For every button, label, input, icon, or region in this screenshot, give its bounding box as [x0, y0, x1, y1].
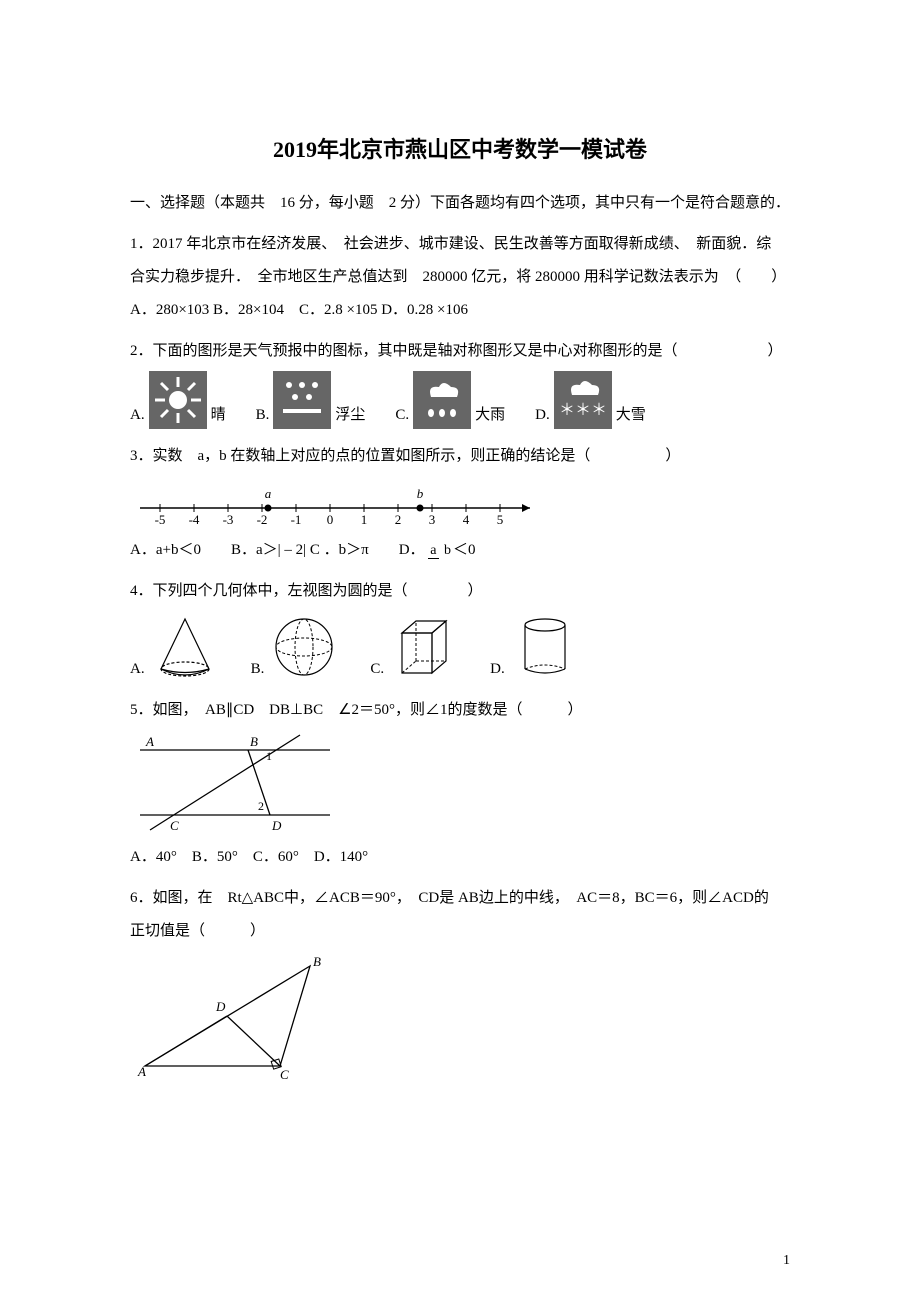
question-5: 5．如图， AB∥CD DB⊥BC ∠2＝50°，则∠1的度数是（ ） A B …	[130, 697, 790, 871]
svg-text:C: C	[170, 818, 179, 833]
q4-opt-b: B.	[251, 611, 341, 683]
snow-icon: ＊＊＊	[554, 371, 612, 429]
q2-b-label: 浮尘	[335, 402, 365, 429]
frac-den: b	[442, 543, 453, 558]
q4-b-prefix: B.	[251, 656, 265, 683]
q4-options-row: A. B. C.	[130, 611, 790, 683]
svg-text:1: 1	[361, 512, 368, 527]
q3-text: 3．实数 a，b 在数轴上对应的点的位置如图所示，则正确的结论是（ ）	[130, 443, 790, 470]
sun-icon	[149, 371, 207, 429]
svg-text:B: B	[250, 734, 258, 749]
q2-opt-b: B. 浮尘	[256, 371, 366, 429]
svg-text:D: D	[215, 999, 226, 1014]
svg-text:a: a	[265, 486, 272, 501]
q1-line1: 1．2017 年北京市在经济发展、 社会进步、城市建设、民生改善等方面取得新成绩…	[130, 231, 790, 258]
svg-text:2: 2	[258, 799, 264, 813]
fraction-ab: a b	[428, 538, 453, 563]
q2-b-prefix: B.	[256, 402, 270, 429]
q3-opts-text: A．a+b＜0 B．a＞| – 2| C ．b＞π D．	[130, 542, 425, 558]
q4-a-prefix: A.	[130, 656, 145, 683]
svg-text:D: D	[271, 818, 282, 833]
svg-text:b: b	[417, 486, 424, 501]
q1-options: A．280×103 B．28×104 C．2.8 ×105 D．0.28 ×10…	[130, 297, 790, 324]
q1-line2: 合实力稳步提升． 全市地区生产总值达到 280000 亿元，将 280000 用…	[130, 264, 790, 291]
cone-icon	[149, 611, 221, 683]
q6-line2: 正切值是（ ）	[130, 918, 790, 945]
svg-text:C: C	[280, 1067, 289, 1081]
number-line-diagram: -5 -4 -3 -2 -1 0 1 2 3 4 5 a b	[130, 476, 790, 531]
frac-num: a	[428, 543, 438, 559]
q4-opt-d: D.	[490, 611, 581, 683]
question-2: 2．下面的图形是天气预报中的图标，其中既是轴对称图形又是中心对称图形的是（ ） …	[130, 338, 790, 429]
question-4: 4．下列四个几何体中，左视图为圆的是（ ） A. B.	[130, 578, 790, 683]
q5-diagram: A B C D 1 2	[130, 730, 790, 840]
q2-c-label: 大雨	[475, 402, 505, 429]
question-3: 3．实数 a，b 在数轴上对应的点的位置如图所示，则正确的结论是（ ） -5 -…	[130, 443, 790, 564]
question-6: 6．如图，在 Rt△ABC中，∠ACB＝90°， CD是 AB边上的中线， AC…	[130, 885, 790, 1081]
q2-a-label: 晴	[211, 402, 226, 429]
svg-text:3: 3	[429, 512, 436, 527]
q4-c-prefix: C.	[370, 656, 384, 683]
svg-text:＊＊＊: ＊＊＊	[559, 402, 607, 419]
svg-text:0: 0	[327, 512, 334, 527]
rain-icon	[413, 371, 471, 429]
cube-icon	[388, 611, 460, 683]
q2-options-row: A. 晴 B.	[130, 371, 790, 429]
q2-opt-d: D. ＊＊＊ 大雪	[535, 371, 646, 429]
svg-text:-3: -3	[223, 512, 234, 527]
q4-opt-c: C.	[370, 611, 460, 683]
q6-diagram: A B C D	[130, 951, 790, 1081]
svg-text:4: 4	[463, 512, 470, 527]
q5-text: 5．如图， AB∥CD DB⊥BC ∠2＝50°，则∠1的度数是（ ）	[130, 697, 790, 724]
q5-options: A．40° B．50° C．60° D．140°	[130, 844, 790, 871]
svg-text:-1: -1	[291, 512, 302, 527]
page-title: 2019年北京市燕山区中考数学一模试卷	[130, 130, 790, 170]
svg-text:-5: -5	[155, 512, 166, 527]
question-1: 1．2017 年北京市在经济发展、 社会进步、城市建设、民生改善等方面取得新成绩…	[130, 231, 790, 324]
sphere-icon	[268, 611, 340, 683]
q4-d-prefix: D.	[490, 656, 505, 683]
q2-opt-a: A. 晴	[130, 371, 226, 429]
svg-text:-4: -4	[189, 512, 200, 527]
page-number: 1	[783, 1248, 790, 1273]
q3-options: A．a+b＜0 B．a＞| – 2| C ．b＞π D． a b ＜0	[130, 537, 790, 564]
q2-opt-c: C. 大雨	[395, 371, 505, 429]
section-intro: 一、选择题（本题共 16 分，每小题 2 分）下面各题均有四个选项，其中只有一个…	[130, 190, 790, 217]
q4-text: 4．下列四个几何体中，左视图为圆的是（ ）	[130, 578, 790, 605]
cylinder-icon	[509, 611, 581, 683]
q2-c-prefix: C.	[395, 402, 409, 429]
frac-rel: ＜0	[453, 542, 476, 558]
q6-line1: 6．如图，在 Rt△ABC中，∠ACB＝90°， CD是 AB边上的中线， AC…	[130, 885, 790, 912]
q4-opt-a: A.	[130, 611, 221, 683]
svg-text:-2: -2	[257, 512, 268, 527]
dust-icon	[273, 371, 331, 429]
q2-d-prefix: D.	[535, 402, 550, 429]
svg-text:A: A	[145, 734, 154, 749]
q2-text: 2．下面的图形是天气预报中的图标，其中既是轴对称图形又是中心对称图形的是（ ）	[130, 338, 790, 365]
svg-text:5: 5	[497, 512, 504, 527]
q2-a-prefix: A.	[130, 402, 145, 429]
svg-text:A: A	[137, 1064, 146, 1079]
q2-d-label: 大雪	[616, 402, 646, 429]
svg-text:2: 2	[395, 512, 402, 527]
svg-text:B: B	[313, 954, 321, 969]
svg-text:1: 1	[266, 749, 272, 763]
